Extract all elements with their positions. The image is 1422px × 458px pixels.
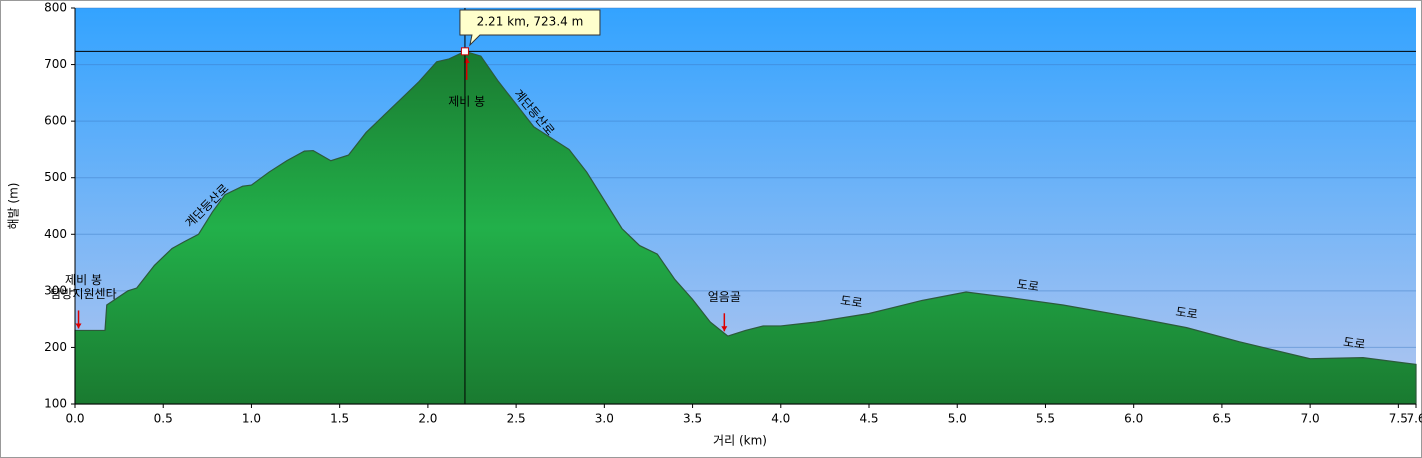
y-tick-label: 800 — [44, 1, 67, 15]
x-axis-label: 거리 (km) — [713, 434, 767, 448]
x-tick-label: 2.5 — [507, 412, 526, 426]
x-tick-label: 1.0 — [242, 412, 261, 426]
x-tick-label: 7.6 — [1406, 412, 1422, 426]
x-tick-label: 0.0 — [65, 412, 84, 426]
cursor-point — [460, 47, 469, 56]
x-tick-label: 6.0 — [1124, 412, 1143, 426]
y-tick-label: 700 — [44, 57, 67, 71]
tooltip-box — [459, 9, 601, 47]
x-tick-label: 7.0 — [1301, 412, 1320, 426]
x-tick-label: 4.0 — [771, 412, 790, 426]
x-tick-label: 5.5 — [1036, 412, 1055, 426]
waypoint-label: 제비 봉 — [448, 94, 485, 108]
x-tick-label: 2.0 — [418, 412, 437, 426]
x-tick-label: 7.5 — [1389, 412, 1408, 426]
y-tick-label: 300 — [44, 283, 67, 297]
elevation-area — [74, 50, 1417, 405]
waypoint-arrowhead — [75, 323, 82, 329]
waypoint-arrowhead — [721, 326, 728, 332]
y-tick-label: 200 — [44, 340, 67, 354]
x-tick-label: 5.0 — [948, 412, 967, 426]
segment-label: 도로 — [1016, 277, 1040, 294]
x-tick-label: 3.5 — [683, 412, 702, 426]
x-tick-label: 1.5 — [330, 412, 349, 426]
tooltip-text: 2.21 km, 723.4 m — [477, 15, 584, 29]
segment-label: 도로 — [840, 293, 864, 310]
y-axis-label: 해발 (m) — [7, 183, 21, 230]
x-tick-label: 6.5 — [1212, 412, 1231, 426]
y-tick-label: 600 — [44, 114, 67, 128]
segment-label: 도로 — [1342, 335, 1366, 352]
waypoint-label: 탐방지원센타 — [50, 287, 116, 301]
x-tick-label: 4.5 — [859, 412, 878, 426]
waypoint-label: 얼음골 — [708, 290, 741, 304]
y-tick-label: 500 — [44, 170, 67, 184]
y-tick-label: 400 — [44, 227, 67, 241]
x-tick-label: 0.5 — [154, 412, 173, 426]
waypoint-label: 제비 봉 — [65, 273, 102, 287]
y-tick-label: 100 — [44, 397, 67, 411]
segment-label: 도로 — [1175, 305, 1199, 322]
x-tick-label: 3.0 — [595, 412, 614, 426]
